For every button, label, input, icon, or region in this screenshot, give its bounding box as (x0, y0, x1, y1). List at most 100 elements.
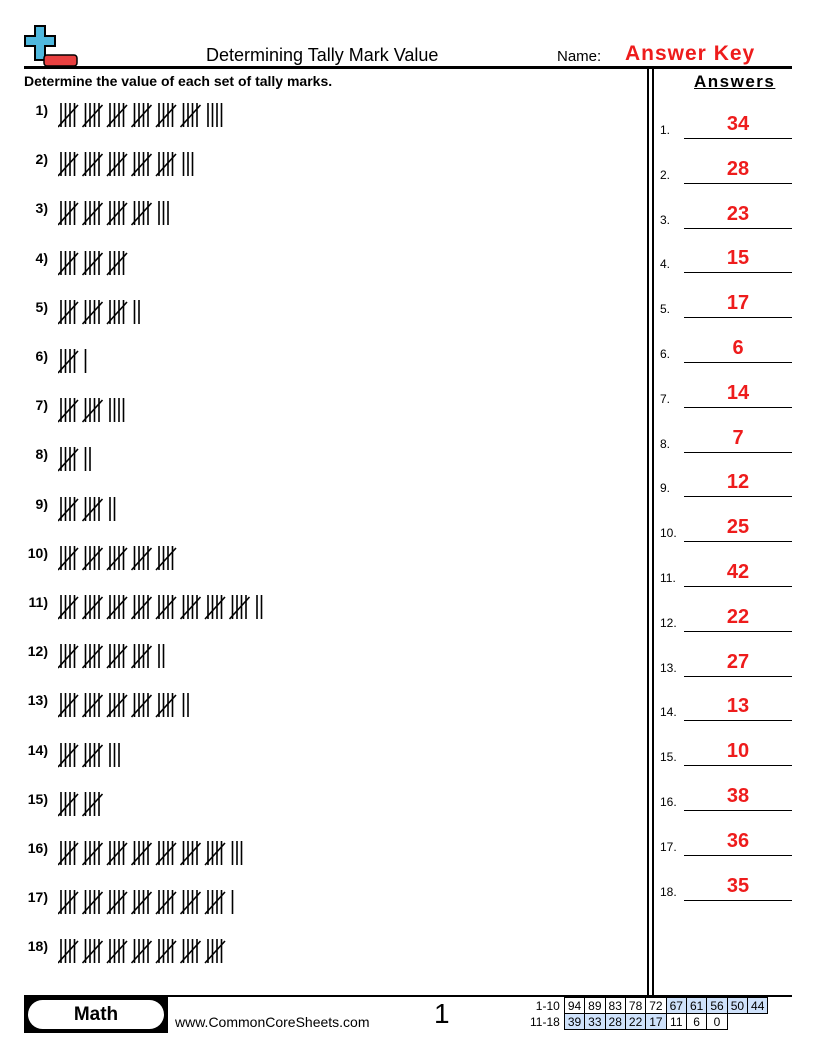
tally-slash (228, 596, 251, 620)
question-number: 15) (27, 790, 48, 807)
answer-value: 15 (726, 247, 750, 270)
tally-slash (81, 547, 104, 571)
score-cell: 44 (747, 997, 769, 1014)
footer-divider (24, 995, 792, 997)
tally-slash (81, 940, 104, 964)
question-number: 17) (27, 889, 48, 906)
question-number: 10) (27, 544, 48, 561)
answer-line (684, 362, 792, 363)
score-cell: 72 (645, 997, 667, 1014)
score-cell: 22 (624, 1013, 647, 1030)
score-cell: 50 (726, 997, 749, 1014)
answer-number: 16. (660, 795, 677, 809)
tally-marks (58, 890, 234, 915)
question-number: 7) (35, 397, 48, 414)
tally-slash (106, 694, 128, 718)
tally-slash (130, 153, 153, 177)
tally-marks (58, 103, 223, 128)
answer-value: 36 (726, 829, 750, 852)
tally-slash (106, 596, 128, 620)
score-cell: 39 (563, 1013, 586, 1030)
score-cell: 89 (584, 997, 606, 1014)
answer-line (684, 227, 792, 229)
answer-number: 17. (660, 839, 677, 854)
instructions: Determine the value of each set of tally… (24, 73, 333, 89)
answer-number: 11. (660, 571, 676, 585)
answer-number: 3. (660, 212, 671, 227)
tally-slash (81, 842, 104, 866)
tally-slash (81, 891, 104, 915)
site-link[interactable]: www.CommonCoreSheets.com (175, 1014, 370, 1030)
tally-marks (58, 152, 194, 177)
tally-slash (155, 547, 177, 571)
answer-value: 28 (726, 157, 750, 180)
tally-slash (81, 202, 104, 226)
tally-slash (58, 891, 79, 915)
tally-slash (106, 842, 128, 866)
answer-line (684, 541, 792, 543)
tally-slash (155, 940, 177, 964)
answer-value: 27 (726, 650, 750, 673)
answer-line (684, 810, 792, 811)
tally-slash (130, 940, 153, 964)
tally-slash (58, 744, 79, 768)
tally-slash (58, 694, 79, 718)
tally-slash (204, 940, 226, 964)
score-cell: 17 (645, 1013, 667, 1030)
page-number: 1 (434, 998, 450, 1029)
tally-slash (58, 399, 79, 423)
empty-cell (727, 1014, 747, 1030)
answer-line (684, 138, 792, 139)
tally-slash (106, 202, 128, 226)
answer-number: 1. (660, 123, 671, 137)
tally-slash (58, 940, 79, 964)
answer-number: 18. (660, 884, 677, 899)
score-cell: 83 (604, 997, 626, 1014)
answer-line (684, 182, 792, 184)
score-cell: 11 (665, 1013, 687, 1030)
tally-slash (130, 842, 153, 866)
answer-line (684, 765, 792, 767)
tally-slash (58, 104, 79, 128)
tally-marks (58, 595, 263, 620)
answer-line (684, 630, 792, 632)
tally-marks (58, 693, 189, 718)
tally-slash (81, 301, 104, 325)
answer-value: 42 (726, 561, 750, 583)
tally-slash (81, 694, 104, 718)
tally-marks (58, 791, 104, 817)
tally-slash (130, 891, 153, 915)
score-row-label: 11-18 (530, 1014, 560, 1029)
tally-slash (179, 104, 202, 128)
score-cell: 28 (604, 1013, 626, 1030)
tally-marks (58, 742, 120, 768)
score-row: 1-10 94 89 83 78 72 67 61 56 50 44 (527, 997, 769, 1014)
score-table: 1-10 94 89 83 78 72 67 61 56 50 44 11-18 39 33 28 22 17 1… (527, 997, 769, 1030)
empty-cell (748, 1014, 768, 1030)
tally-slash (81, 498, 104, 522)
answer-line (684, 586, 792, 587)
tally-slash (130, 547, 153, 571)
name-label: Name: (557, 48, 602, 65)
tally-slash (106, 940, 128, 964)
tally-slash (58, 645, 79, 669)
tally-slash (106, 104, 128, 128)
question-number: 18) (27, 938, 48, 955)
answer-number: 9. (660, 481, 671, 496)
answer-number: 8. (660, 436, 671, 451)
answer-value: 6 (732, 337, 744, 359)
tally-slash (58, 301, 79, 325)
score-cell: 6 (685, 1013, 708, 1030)
question-number: 3) (35, 200, 48, 217)
tally-slash (204, 596, 226, 620)
answer-line (684, 720, 792, 722)
score-row-label: 1-10 (535, 998, 560, 1013)
answer-number: 10. (660, 526, 677, 541)
answer-line (684, 675, 792, 677)
answer-value: 13 (726, 695, 750, 718)
tally-slash (58, 350, 79, 374)
question-number: 11) (28, 594, 48, 610)
answer-value: 10 (726, 740, 750, 763)
tally-slash (155, 104, 177, 128)
